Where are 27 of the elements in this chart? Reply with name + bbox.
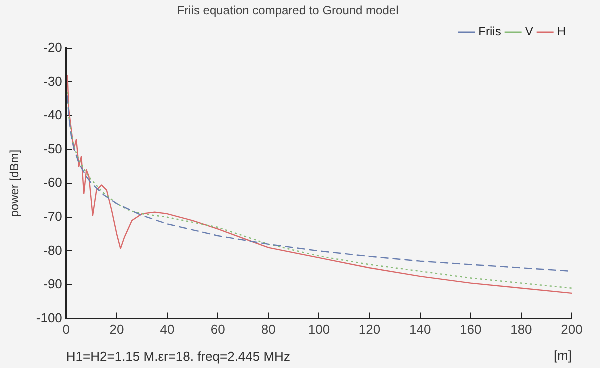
x-axis-title: [m]: [554, 348, 572, 363]
x-tick-label: 200: [561, 322, 583, 338]
y-axis-title: power [dBm]: [8, 150, 22, 218]
y-tick-label: -30: [44, 74, 62, 89]
x-tick-label: 20: [110, 322, 124, 338]
y-tick-label: -90: [44, 276, 62, 292]
y-tick-label: -50: [44, 141, 62, 156]
x-tick-label: 120: [358, 322, 381, 338]
y-tick-label: -20: [44, 40, 62, 55]
y-tick-label: -80: [44, 242, 62, 258]
text: H1=H2=1.15 M.εr=18. freq=2.445 MHz: [66, 349, 290, 364]
y-tick-label: -60: [44, 175, 62, 190]
legend-label: H: [557, 24, 566, 39]
y-tick-label: -40: [44, 108, 62, 123]
x-tick-label: 0: [62, 322, 70, 338]
legend-label: V: [525, 24, 534, 39]
chart-title: Friis equation compared to Ground model: [177, 4, 399, 18]
x-tick-label: 60: [210, 322, 226, 338]
x-tick-label: 160: [460, 322, 482, 338]
x-tick-label: 180: [510, 322, 532, 338]
x-tick-label: 40: [160, 322, 175, 338]
x-tick-label: 140: [409, 322, 432, 338]
legend-label: Friis: [478, 24, 502, 39]
y-tick-label: -70: [44, 208, 62, 224]
x-tick-label: 80: [261, 322, 276, 338]
y-tick-label: -100: [36, 310, 62, 326]
x-tick-label: 100: [308, 322, 330, 338]
